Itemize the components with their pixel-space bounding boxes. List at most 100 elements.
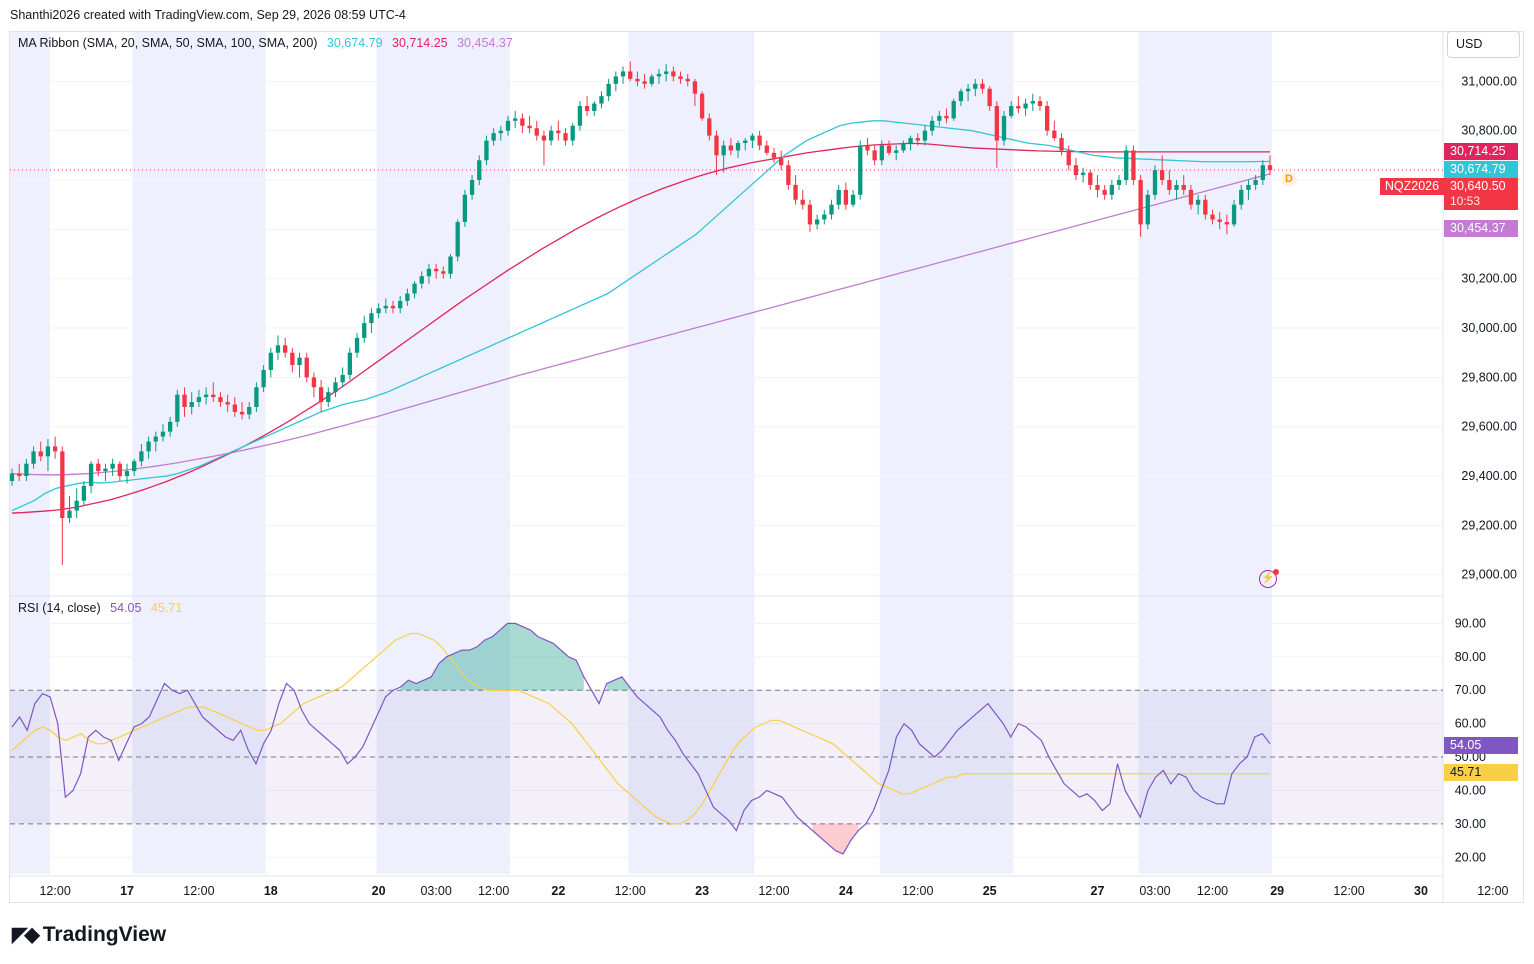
main-legend[interactable]: MA Ribbon (SMA, 20, SMA, 50, SMA, 100, S… xyxy=(18,36,519,50)
currency-button[interactable]: USD xyxy=(1447,31,1520,58)
candle-body xyxy=(850,194,856,205)
candle-body xyxy=(894,150,899,153)
rsi-value-badge: 54.05 xyxy=(1444,737,1518,754)
candle-body xyxy=(17,473,22,477)
candle-body xyxy=(60,451,65,518)
price-tick-label: 29,200.00 xyxy=(1461,518,1517,532)
candle-body xyxy=(664,71,669,74)
candle-body xyxy=(1152,170,1158,195)
candle-body xyxy=(994,106,999,141)
time-tick-label: 24 xyxy=(839,884,853,898)
candle-body xyxy=(800,199,805,205)
time-tick-label: 17 xyxy=(120,884,134,898)
rsi-tick-label: 40.00 xyxy=(1455,783,1486,797)
time-tick-label: 12:00 xyxy=(902,884,933,898)
candle-body xyxy=(1174,184,1179,190)
candle-body xyxy=(958,91,964,102)
candle-body xyxy=(728,145,734,151)
candle-body xyxy=(1217,219,1222,222)
candle-body xyxy=(1160,170,1165,181)
candle-body xyxy=(469,180,475,195)
footer-logo[interactable]: ◤◆ TradingView xyxy=(12,922,166,947)
time-tick-label: 12:00 xyxy=(1333,884,1364,898)
candle-body xyxy=(505,120,511,131)
candle-body xyxy=(872,150,877,161)
candle-body xyxy=(951,101,956,119)
candle-body xyxy=(45,446,51,457)
candle-body xyxy=(620,71,626,77)
time-tick-label: 30 xyxy=(1414,884,1428,898)
candle-body xyxy=(599,96,604,104)
candle-body xyxy=(1138,180,1143,225)
candle-body xyxy=(31,451,36,464)
candle-body xyxy=(606,83,611,97)
candle-body xyxy=(9,473,15,481)
sma-cyan-price-badge: 30,674.79 xyxy=(1444,161,1518,178)
candle-body xyxy=(642,81,647,84)
main-legend-value-purple: 30,454.37 xyxy=(457,36,513,50)
candle-body xyxy=(735,143,741,151)
candle-body xyxy=(24,463,29,477)
candle-body xyxy=(426,268,432,277)
candle-body xyxy=(311,377,317,388)
candle-body xyxy=(901,143,906,151)
candle-body xyxy=(965,88,971,92)
rsi-legend-ma-value: 45.71 xyxy=(150,601,183,615)
candle-body xyxy=(541,135,547,141)
candle-body xyxy=(1080,172,1086,176)
candle-body xyxy=(786,165,791,185)
candle-body xyxy=(38,451,43,457)
footer-brand: TradingView xyxy=(42,922,167,946)
time-tick-label: 12:00 xyxy=(478,884,509,898)
candle-body xyxy=(548,130,554,141)
time-tick-label: 12:00 xyxy=(1477,884,1508,898)
rsi-legend[interactable]: RSI (14, close) 54.05 45.71 xyxy=(18,601,188,615)
time-tick-label: 12:00 xyxy=(183,884,214,898)
candle-body xyxy=(1145,194,1150,225)
candle-body xyxy=(1116,180,1122,185)
price-tick-label: 29,800.00 xyxy=(1461,370,1517,384)
candle-body xyxy=(376,308,381,314)
session-shades xyxy=(10,32,1272,874)
candle-body xyxy=(52,446,58,452)
candle-body xyxy=(261,369,266,388)
time-tick-label: 12:00 xyxy=(1197,884,1228,898)
candle-body xyxy=(189,402,194,407)
price-tick-label: 30,800.00 xyxy=(1461,124,1517,138)
candle-body xyxy=(74,500,79,511)
candle-body xyxy=(534,128,539,136)
candle-body xyxy=(922,130,928,141)
sma-200-line xyxy=(11,173,1271,476)
candle-body xyxy=(1059,138,1064,151)
candle-body xyxy=(1095,184,1100,190)
candle-body xyxy=(937,115,942,121)
dividend-marker[interactable]: D xyxy=(1281,171,1297,187)
candle-body xyxy=(124,471,130,477)
candle-body xyxy=(225,402,230,405)
alert-bolt-icon[interactable]: ⚡ xyxy=(1259,570,1277,588)
session-shade xyxy=(132,32,266,874)
candle-body xyxy=(858,145,863,195)
rsi-ma-line xyxy=(11,632,1270,825)
candle-body xyxy=(671,71,676,77)
candle-body xyxy=(81,485,87,501)
price-tick-label: 29,400.00 xyxy=(1461,469,1517,483)
candle-body xyxy=(153,436,158,442)
session-shade xyxy=(879,32,1014,874)
candle-body xyxy=(218,397,223,403)
header-credit: Shanthi2026 created with TradingView.com… xyxy=(10,8,406,22)
main-legend-value-cyan: 30,674.79 xyxy=(326,36,383,50)
alert-dot-icon xyxy=(1273,569,1279,575)
candle-body xyxy=(1131,150,1136,181)
rsi-tick-label: 30.00 xyxy=(1455,817,1486,831)
candle-body xyxy=(196,397,202,403)
candle-body xyxy=(520,118,525,126)
candle-body xyxy=(793,184,798,200)
bar-countdown: 10:53 xyxy=(1450,194,1481,208)
candle-body xyxy=(764,145,769,153)
candle-body xyxy=(211,394,216,398)
candle-body xyxy=(1016,106,1021,109)
grid-lines xyxy=(10,32,1444,902)
candle-body xyxy=(462,194,468,222)
